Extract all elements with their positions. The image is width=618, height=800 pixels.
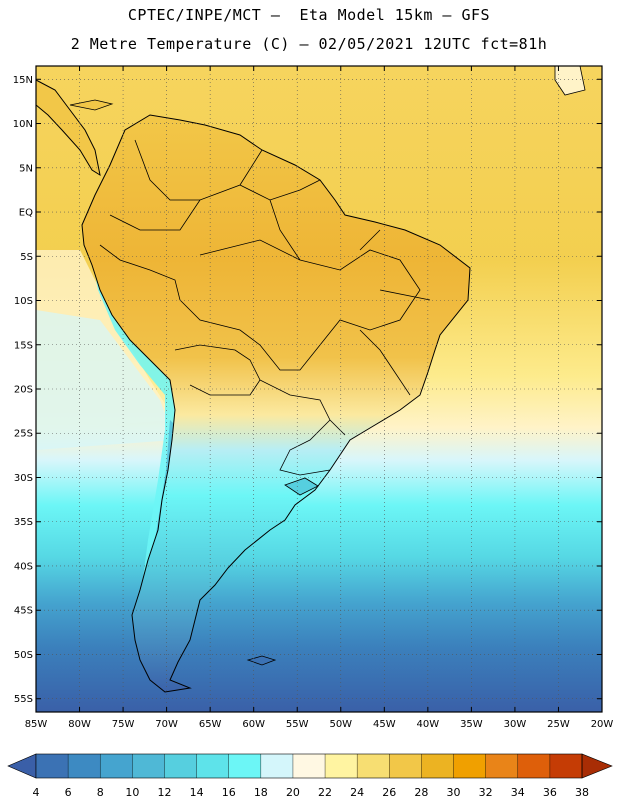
colorbar-label: 36 <box>543 786 557 799</box>
lon-label: 70W <box>155 719 178 730</box>
colorbar-label: 20 <box>286 786 300 799</box>
colorbar-label: 30 <box>447 786 461 799</box>
colorbar-swatch <box>292 754 326 778</box>
colorbar-label: 14 <box>190 786 204 799</box>
lon-label: 20W <box>591 719 614 730</box>
colorbar-swatch <box>36 754 69 778</box>
central-america <box>36 79 101 177</box>
lat-label: 45S <box>14 606 33 617</box>
lat-label: 30S <box>14 473 33 484</box>
colorbar-label: 26 <box>382 786 396 799</box>
lat-label: 50S <box>14 650 33 661</box>
lon-label: 45W <box>373 719 396 730</box>
colorbar-high-arrow <box>581 753 613 779</box>
pacific-cold-band <box>36 310 175 450</box>
temperature-field <box>36 66 602 712</box>
colorbar-swatch <box>357 754 390 778</box>
colorbar-label: 38 <box>575 786 589 799</box>
colorbar-swatch <box>421 754 454 778</box>
lon-label: 80W <box>68 719 91 730</box>
map-title-line1: CPTEC/INPE/MCT – Eta Model 15km – GFS <box>127 6 491 24</box>
falkland-islands <box>246 655 277 666</box>
latitude-labels: 15N 10N 5N EQ 5S 10S 15S 20S 25S 30S 35S 40S 45S 50S 5… <box>13 75 33 705</box>
caribbean-islands <box>69 99 114 111</box>
lat-label: 15N <box>13 75 33 86</box>
colorbar-label: 18 <box>254 786 268 799</box>
colorbar-label: 24 <box>350 786 364 799</box>
colorbar-label: 22 <box>318 786 332 799</box>
colorbar <box>7 753 613 779</box>
lon-label: 35W <box>460 719 483 730</box>
colorbar-swatch <box>517 754 551 778</box>
lat-label: 15S <box>14 340 33 351</box>
colorbar-label: 6 <box>65 786 72 799</box>
lon-label: 40W <box>417 719 440 730</box>
colorbar-swatch <box>196 754 230 778</box>
lon-label: 30W <box>504 719 527 730</box>
lon-label: 85W <box>25 719 48 730</box>
colorbar-swatch <box>485 754 519 778</box>
colorbar-swatch <box>228 754 262 778</box>
colorbar-label: 4 <box>33 786 40 799</box>
lon-label: 25W <box>547 719 570 730</box>
lat-label: 20S <box>14 385 33 396</box>
lat-label: 5S <box>20 252 33 263</box>
colorbar-swatch <box>549 754 583 778</box>
map-title-line2: 2 Metre Temperature (C) – 02/05/2021 12U… <box>70 35 548 53</box>
lon-label: 75W <box>112 719 135 730</box>
colorbar-label: 12 <box>157 786 171 799</box>
lat-label: 25S <box>14 429 33 440</box>
axis-ticks <box>35 66 603 712</box>
colorbar-swatch <box>453 754 486 778</box>
colorbar-swatch <box>325 754 358 778</box>
lat-label: EQ <box>19 208 33 219</box>
lat-label: 40S <box>14 561 33 572</box>
colorbar-swatch <box>100 754 133 778</box>
lon-label: 55W <box>286 719 309 730</box>
longitude-labels: 85W 80W 75W 70W 65W 60W 55W 50W 45W 40W 35W 30W 25W 2… <box>25 719 614 730</box>
lon-label: 60W <box>242 719 265 730</box>
colorbar-low-arrow <box>7 753 37 779</box>
lat-label: 35S <box>14 517 33 528</box>
rio-de-la-plata <box>284 477 319 496</box>
colorbar-swatch <box>164 754 197 778</box>
colorbar-labels: 4 6 8 10 12 14 16 18 20 22 24 26 28 30 32 34 36 38 <box>33 786 590 799</box>
lat-label: 5N <box>19 163 33 174</box>
lat-label: 55S <box>14 694 33 705</box>
colorbar-label: 34 <box>511 786 525 799</box>
colorbar-label: 32 <box>479 786 493 799</box>
africa-coast-corner <box>554 66 586 96</box>
colorbar-swatch <box>389 754 422 778</box>
colorbar-swatch <box>68 754 101 778</box>
lon-label: 50W <box>329 719 352 730</box>
colorbar-swatch <box>132 754 165 778</box>
colorbar-label: 10 <box>125 786 139 799</box>
colorbar-label: 8 <box>97 786 104 799</box>
colorbar-label: 28 <box>414 786 428 799</box>
colorbar-swatch <box>260 754 294 778</box>
colorbar-label: 16 <box>222 786 236 799</box>
lon-label: 65W <box>199 719 222 730</box>
colorbar-outline <box>35 753 583 779</box>
lat-label: 10S <box>14 296 33 307</box>
lat-label: 10N <box>13 119 33 130</box>
